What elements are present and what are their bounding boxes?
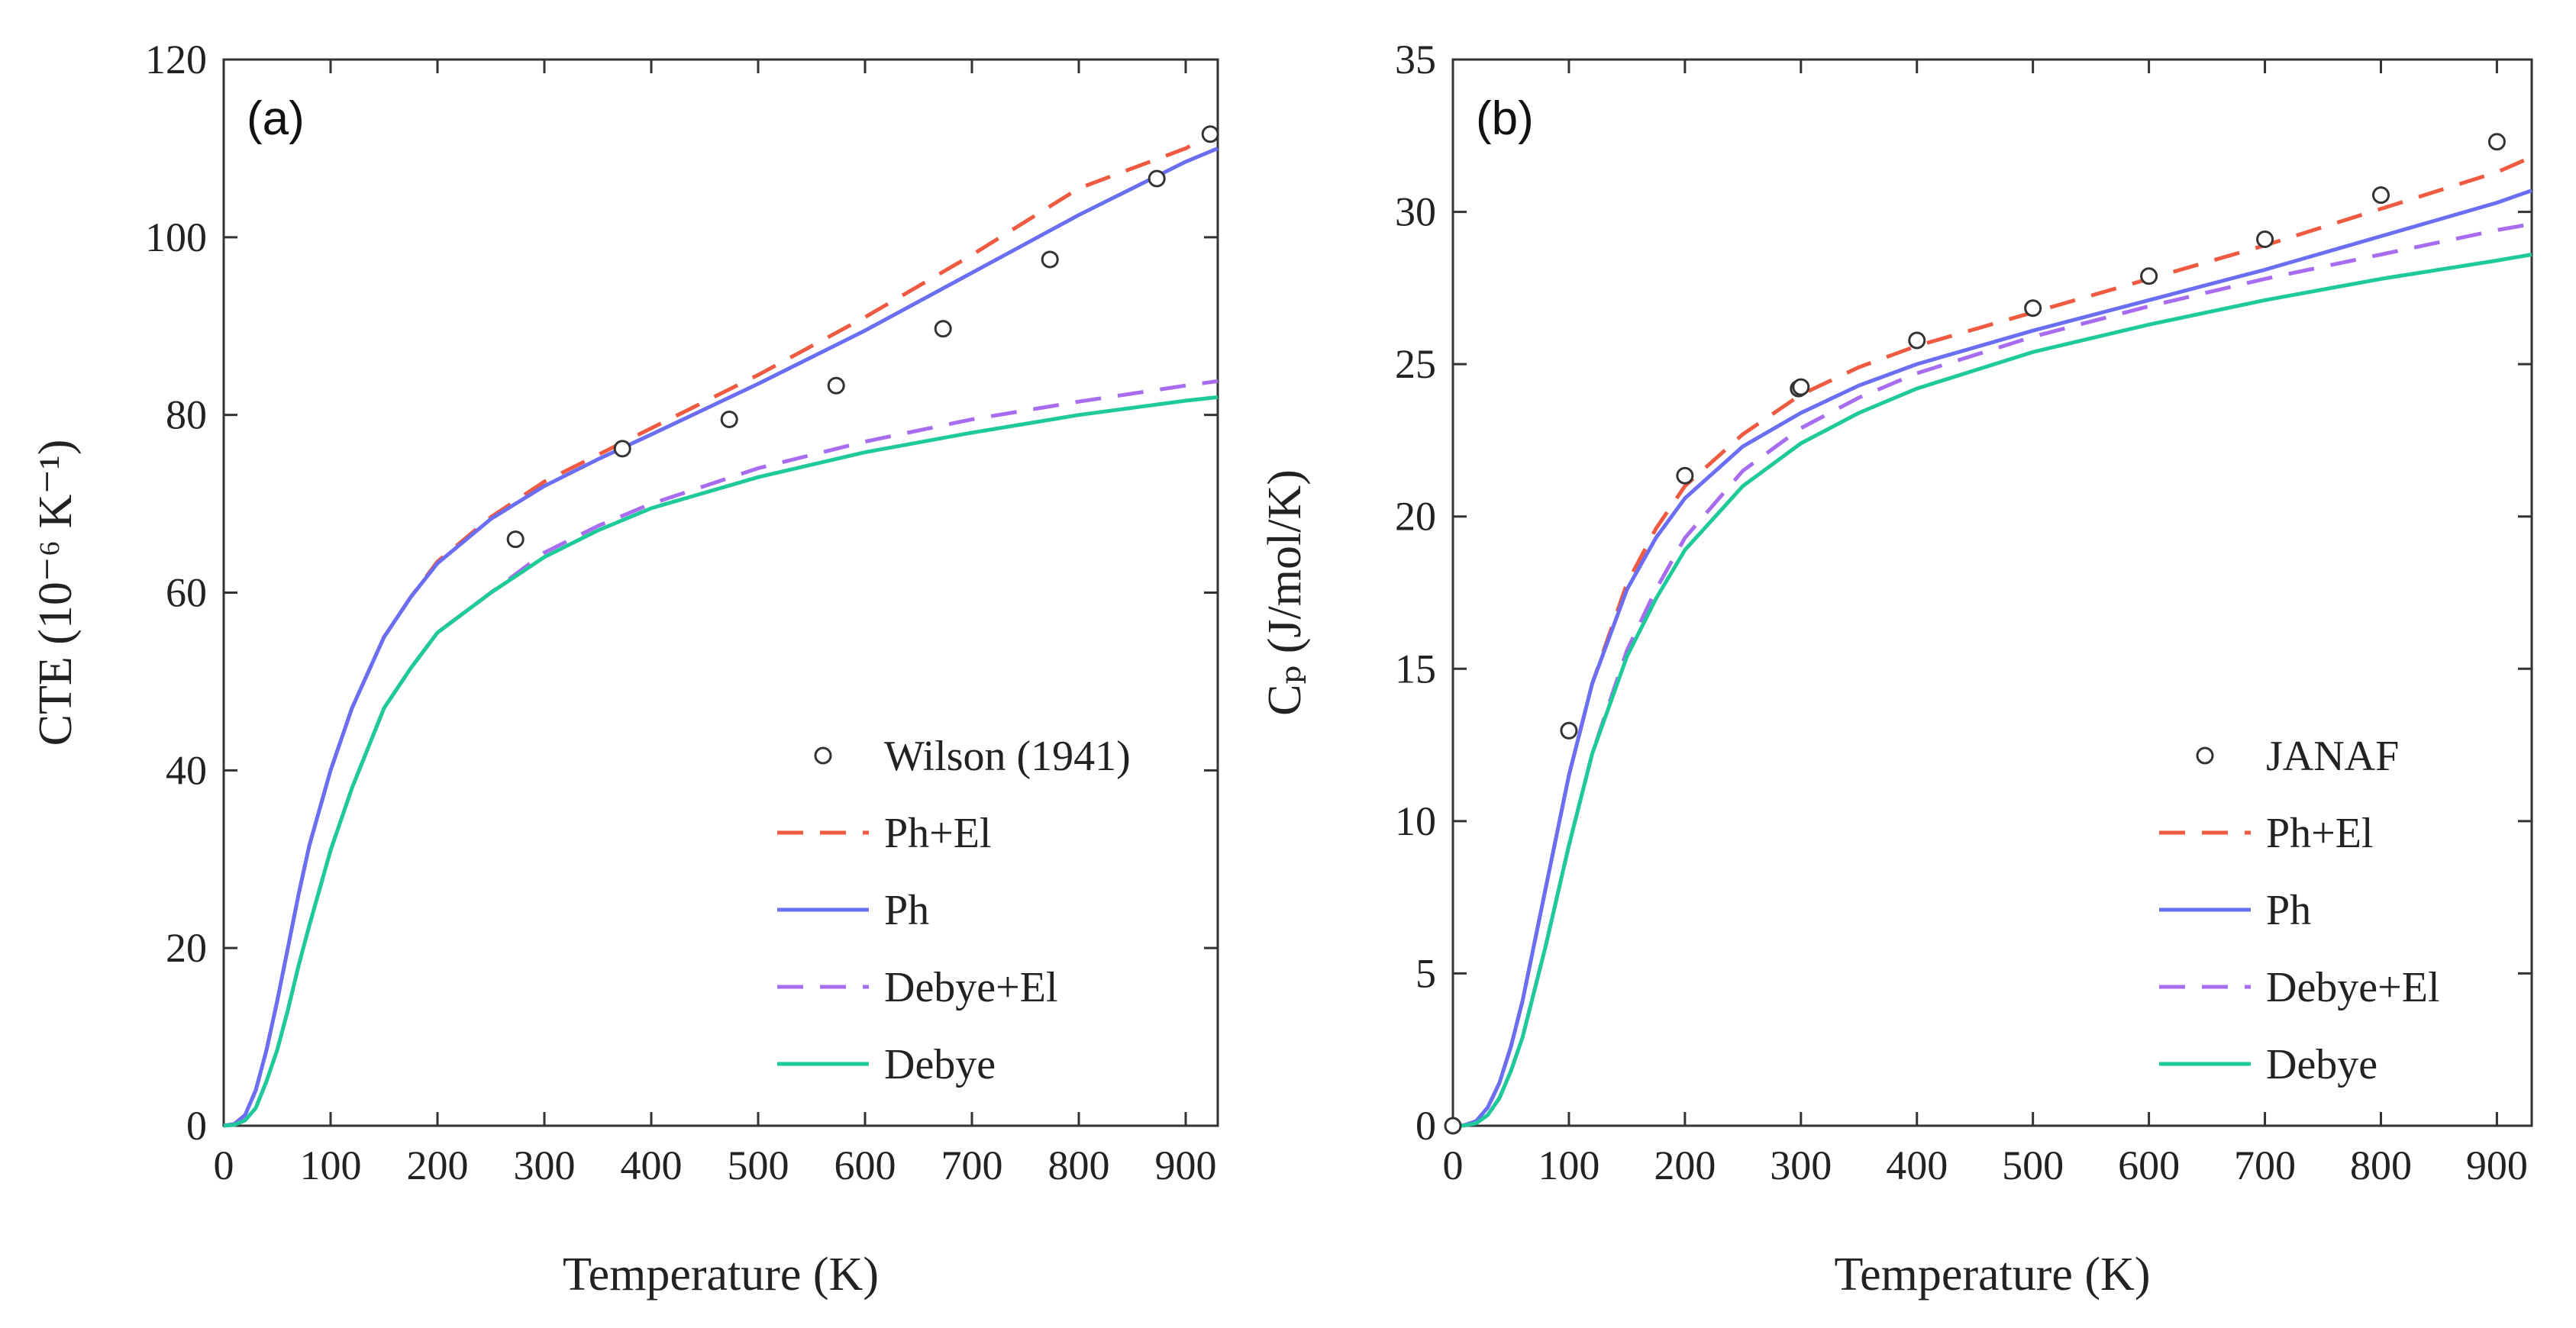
series-line-ph-el (223, 128, 1219, 1128)
data-point (1041, 250, 1059, 269)
x-tick-label: 600 (2118, 1143, 2180, 1188)
y-tick-label: 15 (1395, 646, 1436, 691)
plot-frame-b (1451, 58, 2533, 1127)
series-line-debye (1452, 253, 2532, 1128)
x-tick-label: 500 (2002, 1143, 2064, 1188)
x-axis-label: Temperature (K) (1835, 1249, 2151, 1301)
legend-label: Ph+El (2266, 810, 2374, 857)
data-point (613, 440, 631, 458)
y-tick-label: 0 (186, 1103, 207, 1149)
data-point (1676, 466, 1694, 485)
legend-marker (814, 746, 832, 765)
x-tick-label: 700 (941, 1143, 1003, 1188)
y-tick-label: 60 (166, 570, 207, 616)
legend-label: Debye (2266, 1041, 2377, 1088)
x-tick-label: 900 (2466, 1143, 2528, 1188)
legend-label: Ph (2266, 887, 2311, 934)
panel-a-cte-chart: 0 100 200 300 400 500 600 700 800 900 0 20 40 60 80 100… (30, 37, 1219, 1301)
data-point (1444, 1117, 1462, 1135)
x-tick-label: 900 (1155, 1143, 1217, 1188)
x-tick-label: 400 (621, 1143, 683, 1188)
x-tick-label: 0 (1443, 1143, 1464, 1188)
y-tick-label: 5 (1416, 950, 1436, 996)
legend-label: Debye+El (884, 964, 1058, 1011)
x-tick-label: 200 (1654, 1143, 1716, 1188)
x-tick-label: 300 (1770, 1143, 1832, 1188)
y-axis-label: Cₚ (J/mol/K) (1259, 469, 1311, 716)
data-point (1201, 125, 1219, 143)
y-tick-label: 35 (1395, 37, 1436, 82)
data-point (827, 376, 845, 395)
series-line-ph (223, 147, 1219, 1128)
data-point (2487, 133, 2506, 151)
panel-tag: (b) (1476, 92, 1534, 145)
x-tick-label: 700 (2234, 1143, 2296, 1188)
y-tick-label: 40 (166, 747, 207, 793)
data-point (2024, 299, 2042, 317)
x-tick-label: 100 (300, 1143, 362, 1188)
data-point (1560, 721, 1578, 740)
legend-label: Debye (884, 1041, 996, 1088)
y-tick-label: 10 (1395, 798, 1436, 844)
data-point (1792, 378, 1810, 396)
y-tick-label: 0 (1416, 1103, 1436, 1149)
x-tick-label: 0 (214, 1143, 234, 1188)
data-point (720, 410, 738, 428)
data-point (506, 530, 525, 549)
legend-a: Wilson (1941) Ph+El Ph Debye+El Debye (777, 733, 1131, 1088)
legend-label: Ph+El (884, 810, 992, 857)
x-axis-label: Temperature (K) (563, 1249, 879, 1301)
legend-label: Wilson (1941) (884, 733, 1131, 780)
x-tick-label: 600 (834, 1143, 896, 1188)
y-tick-label: 120 (145, 37, 207, 82)
series-line-debye (223, 395, 1219, 1128)
data-point (2256, 230, 2274, 248)
x-tick-label: 300 (514, 1143, 576, 1188)
y-tick-label: 100 (145, 214, 207, 260)
panel-b-cp-chart: 0 100 200 300 400 500 600 700 800 900 0 5 10 15 20 25 30… (1259, 37, 2533, 1301)
x-tick-label: 500 (728, 1143, 789, 1188)
x-tick-label: 400 (1886, 1143, 1948, 1188)
data-point (2371, 186, 2390, 205)
y-tick-label: 20 (1395, 494, 1436, 540)
legend-label: Ph (884, 887, 929, 934)
legend-label: Debye+El (2266, 964, 2440, 1011)
y-tick-label: 80 (166, 392, 207, 438)
series-line-ph (1452, 189, 2532, 1128)
data-point (934, 320, 952, 338)
y-tick-label: 25 (1395, 341, 1436, 387)
data-point (1908, 331, 1926, 350)
x-tick-label: 800 (1048, 1143, 1110, 1188)
legend-marker (2196, 746, 2214, 765)
data-point (2140, 267, 2158, 285)
y-axis-label: CTE (10⁻⁶ K⁻¹) (30, 440, 82, 746)
x-tick-label: 100 (1538, 1143, 1600, 1188)
x-tick-label: 800 (2350, 1143, 2412, 1188)
panel-tag: (a) (247, 92, 305, 145)
legend-label: JANAF (2266, 733, 2399, 780)
legend-b: JANAF Ph+El Ph Debye+El Debye (2159, 733, 2440, 1088)
y-tick-label: 20 (166, 925, 207, 971)
data-point (1148, 169, 1166, 188)
x-tick-label: 200 (407, 1143, 469, 1188)
y-tick-label: 30 (1395, 189, 1436, 235)
